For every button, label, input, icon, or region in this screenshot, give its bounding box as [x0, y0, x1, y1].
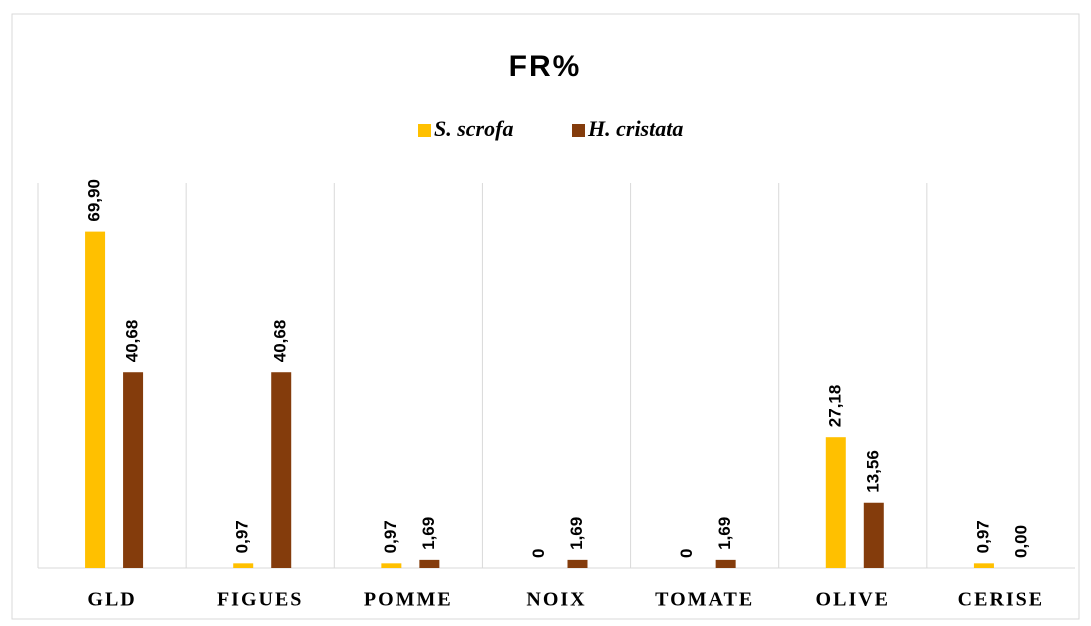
data-label: 0,97: [381, 520, 400, 553]
bar: [419, 559, 440, 568]
chart-title: FR%: [509, 50, 582, 83]
data-label: 1,69: [715, 517, 734, 550]
data-label: 40,68: [123, 320, 142, 363]
legend-swatch: [418, 124, 431, 137]
data-label: 0,97: [233, 520, 252, 553]
data-label: 27,18: [825, 385, 844, 428]
bar: [715, 559, 736, 568]
bar: [233, 563, 254, 568]
data-label: 40,68: [271, 320, 290, 363]
x-tick-label: TOMATE: [655, 589, 754, 611]
bar: [271, 372, 292, 568]
x-tick-label: POMME: [364, 589, 453, 611]
x-tick-label: GLD: [87, 589, 136, 611]
legend-label: H. cristata: [587, 116, 683, 141]
bar: [567, 559, 588, 568]
bar: [863, 502, 884, 568]
chart-border: [11, 13, 1080, 620]
data-label: 0: [529, 549, 548, 558]
data-label: 69,90: [85, 179, 104, 222]
x-tick-label: OLIVE: [816, 589, 890, 611]
data-label: 13,56: [863, 450, 882, 493]
bar: [381, 563, 402, 568]
x-tick-label: CERISE: [958, 589, 1044, 611]
bar: [825, 437, 846, 568]
x-tick-label: FIGUES: [217, 589, 303, 611]
data-label: 0,00: [1011, 525, 1030, 558]
bar: [973, 563, 994, 568]
legend-label: S. scrofa: [434, 116, 513, 141]
x-tick-label: NOIX: [526, 589, 586, 611]
data-label: 0: [677, 549, 696, 558]
data-label: 1,69: [419, 517, 438, 550]
legend-swatch: [572, 124, 585, 137]
data-label: 0,97: [973, 520, 992, 553]
data-label: 1,69: [567, 517, 586, 550]
bar: [123, 372, 144, 568]
bar: [85, 231, 106, 568]
